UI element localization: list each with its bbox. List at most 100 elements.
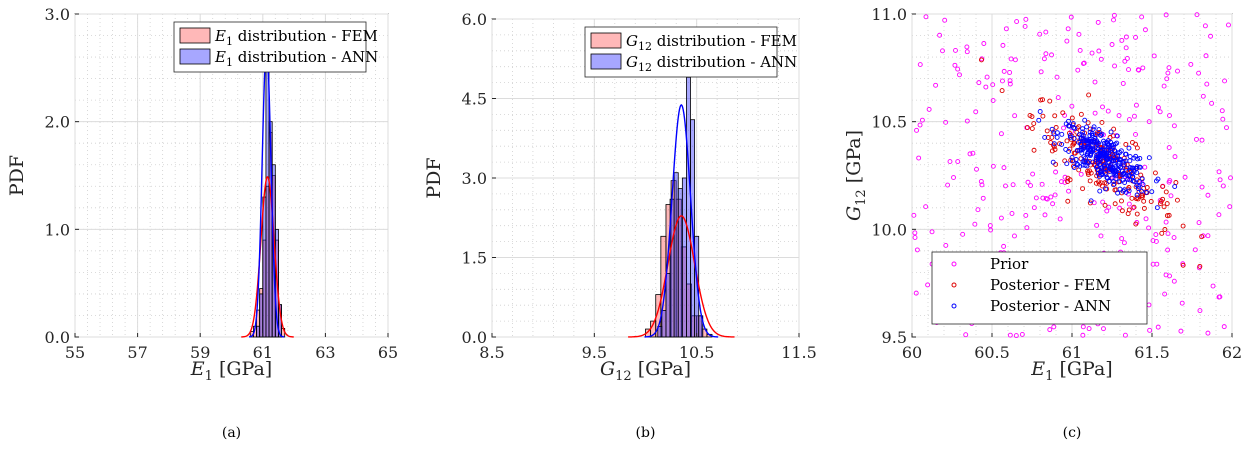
scatter-point bbox=[1143, 189, 1149, 195]
caption-a: (a) bbox=[222, 425, 241, 441]
scatter-point bbox=[1101, 138, 1106, 144]
scatter-point bbox=[1155, 324, 1161, 330]
legend-entry: E1 distribution - FEM bbox=[214, 27, 378, 48]
scatter-point bbox=[951, 175, 956, 180]
scatter-point bbox=[1173, 180, 1179, 185]
scatter-point bbox=[1074, 129, 1080, 135]
scatter-point bbox=[1111, 17, 1116, 23]
scatter-point bbox=[929, 229, 935, 235]
scatter-point bbox=[1148, 199, 1154, 204]
y-ticks-b: 0.0 1.5 3.0 4.5 6.0 bbox=[462, 10, 496, 347]
scatter-point bbox=[1082, 117, 1088, 123]
scatter-point bbox=[1157, 197, 1163, 203]
scatter-point bbox=[1051, 324, 1057, 330]
scatter-point bbox=[1052, 113, 1058, 119]
scatter-point bbox=[914, 127, 919, 133]
histogram-bar bbox=[681, 177, 687, 338]
scatter-point bbox=[1152, 170, 1158, 176]
scatter-point bbox=[1061, 125, 1066, 131]
x-axis-label-main: G bbox=[600, 358, 615, 380]
scatter-point bbox=[919, 117, 925, 123]
x-tick-label: 65 bbox=[378, 343, 398, 362]
scatter-point bbox=[984, 74, 990, 80]
histogram-marks-a bbox=[241, 40, 294, 338]
scatter-point bbox=[1064, 161, 1070, 167]
scatter-point bbox=[1041, 56, 1047, 62]
scatter-point bbox=[1047, 327, 1053, 333]
y-axis-label-c: G12 [GPa] bbox=[843, 130, 869, 221]
scatter-point bbox=[1180, 262, 1186, 268]
scatter-point bbox=[1139, 176, 1145, 182]
scatter-point bbox=[1120, 160, 1126, 166]
scatter-point bbox=[947, 159, 953, 165]
scatter-point bbox=[1131, 113, 1137, 119]
scatter-point bbox=[1101, 326, 1106, 332]
y-tick-label: 3.0 bbox=[45, 5, 70, 24]
scatter-point bbox=[940, 48, 945, 54]
scatter-point bbox=[1047, 98, 1053, 104]
scatter-point bbox=[1222, 78, 1228, 84]
scatter-point bbox=[1134, 192, 1140, 198]
x-tick-label: 8.5 bbox=[479, 343, 504, 362]
scatter-point bbox=[1080, 186, 1086, 192]
scatter-point bbox=[1119, 208, 1125, 214]
scatter-point bbox=[1157, 109, 1163, 115]
x-tick-label: 61 bbox=[253, 343, 273, 362]
scatter-point bbox=[1141, 198, 1147, 204]
density-curve bbox=[644, 103, 719, 338]
scatter-point bbox=[972, 221, 978, 227]
scatter-marks-c bbox=[911, 12, 1233, 339]
scatter-point bbox=[1050, 159, 1056, 165]
scatter-point bbox=[1139, 14, 1145, 20]
scatter-point bbox=[1088, 198, 1094, 204]
scatter-point bbox=[1031, 205, 1037, 211]
scatter-point bbox=[1096, 48, 1102, 54]
scatter-point bbox=[1200, 93, 1206, 99]
scatter-point bbox=[1114, 133, 1120, 139]
scatter-point bbox=[1109, 42, 1115, 47]
x-axis-label-c: E1 [GPa] bbox=[1030, 358, 1112, 384]
scatter-point bbox=[1115, 190, 1121, 196]
y-tick-label: 3.0 bbox=[462, 169, 487, 188]
y-ticks-c: 9.5 10.0 10.5 11.0 bbox=[871, 5, 916, 347]
histogram-bar bbox=[665, 272, 671, 338]
legend-marker bbox=[951, 261, 957, 267]
scatter-point bbox=[1196, 70, 1202, 76]
scatter-point bbox=[1012, 113, 1018, 119]
scatter-point bbox=[1084, 124, 1090, 130]
scatter-point bbox=[1029, 126, 1035, 131]
y-tick-label: 1.0 bbox=[45, 220, 70, 239]
legend-swatch bbox=[179, 27, 211, 44]
scatter-point bbox=[945, 182, 951, 188]
scatter-point bbox=[1087, 178, 1093, 184]
scatter-point bbox=[1007, 70, 1013, 75]
scatter-point bbox=[1146, 155, 1152, 161]
scatter-point bbox=[1095, 19, 1101, 25]
scatter-point bbox=[1209, 100, 1215, 106]
scatter-point bbox=[1178, 328, 1184, 334]
scatter-point bbox=[1134, 145, 1140, 151]
legend-marker bbox=[951, 282, 957, 288]
scatter-point bbox=[1134, 170, 1140, 176]
scatter-point bbox=[1199, 137, 1205, 143]
scatter-point bbox=[1111, 182, 1116, 188]
scatter-point bbox=[1217, 177, 1223, 183]
scatter-point bbox=[1060, 110, 1066, 116]
scatter-point bbox=[1038, 97, 1044, 103]
scatter-point bbox=[1103, 186, 1108, 192]
scatter-point bbox=[1071, 135, 1077, 141]
scatter-point bbox=[1008, 56, 1014, 62]
scatter-point bbox=[917, 62, 923, 68]
scatter-point bbox=[1220, 183, 1226, 189]
scatter-point bbox=[1025, 125, 1030, 131]
scatter-point bbox=[1154, 261, 1160, 267]
scatter-point bbox=[1025, 179, 1031, 185]
panel-c: 60 60.5 61 61.5 62 9.510.010.511.0 E1 [GPa] … bbox=[843, 5, 1242, 441]
legend-box bbox=[931, 251, 1148, 325]
scatter-point bbox=[1050, 201, 1056, 207]
scatter-point bbox=[1107, 166, 1113, 172]
scatter-point bbox=[1081, 133, 1087, 139]
scatter-point bbox=[1154, 205, 1160, 211]
scatter-point bbox=[1115, 152, 1121, 158]
scatter-point bbox=[1055, 95, 1061, 101]
